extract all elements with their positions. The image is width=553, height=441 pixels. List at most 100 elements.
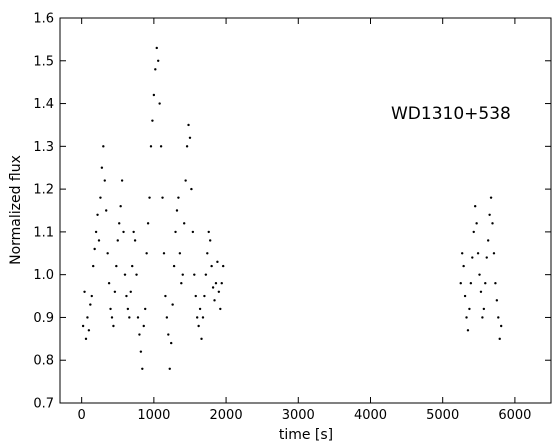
- data-point: [90, 294, 93, 298]
- data-point: [119, 205, 122, 208]
- data-point: [497, 316, 500, 319]
- data-point: [109, 307, 112, 311]
- data-point: [99, 196, 102, 199]
- data-point: [214, 282, 218, 285]
- data-point: [100, 166, 104, 169]
- data-point: [198, 307, 202, 311]
- data-point: [484, 282, 487, 285]
- data-point: [187, 123, 190, 127]
- data-point: [208, 239, 212, 242]
- data-point: [180, 282, 183, 285]
- data-point: [494, 282, 497, 285]
- data-point: [131, 264, 134, 268]
- x-tick-label: 4000: [354, 408, 387, 423]
- data-point: [94, 230, 98, 234]
- data-point: [465, 316, 468, 319]
- data-point: [159, 145, 163, 148]
- data-point: [110, 316, 114, 319]
- data-point: [157, 59, 160, 62]
- data-point: [188, 136, 192, 139]
- data-point: [118, 222, 121, 225]
- data-point: [146, 222, 150, 225]
- data-point: [485, 256, 488, 259]
- data-point: [185, 145, 189, 148]
- data-point: [211, 286, 215, 289]
- data-point: [149, 145, 153, 148]
- y-tick-label: 0.8: [33, 354, 54, 369]
- data-point: [123, 273, 127, 276]
- y-tick-label: 0.9: [33, 311, 54, 326]
- data-point: [201, 316, 205, 319]
- y-tick-label: 1.3: [33, 140, 54, 155]
- data-point: [106, 252, 109, 255]
- data-point: [122, 230, 125, 234]
- data-point: [97, 239, 101, 242]
- x-tick-label: 3000: [282, 408, 315, 423]
- x-tick-label: 2000: [210, 408, 243, 423]
- data-point: [170, 341, 173, 345]
- data-point: [164, 294, 167, 298]
- data-point: [126, 307, 130, 311]
- y-tick-label: 1.2: [33, 183, 54, 198]
- x-tick-label: 6000: [498, 408, 531, 423]
- data-point: [84, 337, 88, 341]
- data-point: [472, 230, 475, 234]
- data-point: [459, 282, 462, 285]
- x-tick-label: 5000: [426, 408, 459, 423]
- star-annotation: WD1310+538: [391, 104, 511, 124]
- data-point: [135, 273, 138, 276]
- data-point: [174, 230, 177, 234]
- data-point: [136, 316, 140, 319]
- data-point: [219, 307, 222, 311]
- data-point: [142, 324, 145, 328]
- data-point: [204, 273, 208, 276]
- data-point: [221, 264, 225, 268]
- data-point: [220, 282, 223, 285]
- x-tick-label: 0: [78, 408, 86, 423]
- axis-ticks: 0 1000 2000 3000 4000 5000 6000 0.7 0.8 0.9 1.0 1.1…: [33, 12, 551, 423]
- data-point: [481, 316, 484, 319]
- data-point: [148, 196, 151, 199]
- data-point: [473, 205, 477, 208]
- data-point: [141, 367, 144, 370]
- data-point: [89, 303, 92, 306]
- data-point: [213, 299, 216, 302]
- data-point: [125, 294, 128, 298]
- data-point: [499, 324, 503, 328]
- data-point: [83, 290, 86, 293]
- y-tick-label: 0.7: [33, 397, 54, 412]
- data-point: [167, 333, 170, 336]
- data-point: [466, 329, 470, 332]
- y-axis-label: Normalized flux: [8, 155, 24, 265]
- data-point: [113, 290, 117, 293]
- data-point: [181, 273, 184, 276]
- data-point: [138, 333, 141, 336]
- data-point: [195, 316, 199, 319]
- data-point: [491, 222, 494, 225]
- data-point: [460, 252, 464, 255]
- data-point: [217, 290, 221, 293]
- data-point: [168, 367, 171, 370]
- data-point: [165, 316, 169, 319]
- data-point: [182, 222, 186, 225]
- plot-frame: [59, 17, 552, 404]
- data-point: [162, 252, 166, 255]
- data-point: [475, 222, 478, 225]
- data-point: [155, 46, 158, 50]
- data-point: [468, 307, 471, 311]
- data-point: [96, 213, 99, 216]
- y-tick-label: 1.0: [33, 268, 54, 283]
- data-point: [482, 307, 486, 311]
- data-point: [139, 350, 143, 353]
- data-point: [488, 213, 491, 216]
- data-markers: [81, 46, 503, 370]
- data-point: [194, 294, 197, 298]
- data-point: [495, 299, 499, 302]
- data-point: [154, 68, 157, 71]
- data-point: [177, 196, 180, 199]
- data-point: [87, 329, 91, 332]
- data-point: [178, 252, 182, 255]
- data-point: [102, 145, 105, 148]
- data-point: [171, 303, 174, 306]
- data-point: [489, 196, 493, 199]
